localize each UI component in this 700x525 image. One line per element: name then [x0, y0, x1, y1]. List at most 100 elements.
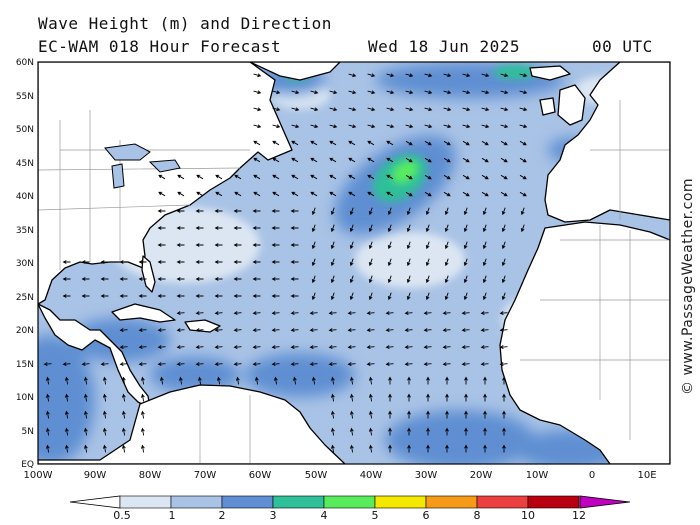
lon-label: 0	[589, 470, 595, 481]
colorbar-cell	[272, 495, 325, 509]
direction-arrow	[328, 345, 337, 350]
direction-arrow	[271, 311, 280, 316]
direction-arrow	[483, 393, 487, 402]
direction-arrow	[271, 260, 280, 264]
direction-arrow	[483, 427, 487, 436]
direction-arrow	[368, 376, 373, 385]
direction-arrow	[195, 362, 204, 367]
direction-arrow	[290, 226, 299, 230]
direction-arrow	[388, 427, 392, 436]
colorbar-cell	[170, 495, 223, 509]
lat-label: EQ	[21, 460, 34, 470]
direction-arrow	[45, 393, 50, 402]
direction-arrow	[443, 107, 452, 112]
direction-arrow	[216, 376, 221, 385]
direction-arrow	[329, 90, 338, 95]
direction-arrow	[442, 328, 451, 333]
direction-arrow	[291, 174, 299, 180]
direction-arrow	[348, 90, 357, 95]
direction-arrow	[64, 427, 69, 436]
lat-label: 50N	[16, 125, 34, 135]
direction-arrow	[445, 393, 449, 402]
direction-arrow	[330, 258, 335, 267]
direction-arrow	[406, 292, 411, 301]
direction-arrow	[502, 444, 506, 453]
direction-arrow	[461, 311, 470, 316]
colorbar-label: 0.5	[113, 509, 131, 522]
direction-arrow	[348, 174, 356, 180]
direction-arrow	[463, 207, 468, 216]
direction-arrow	[64, 410, 69, 419]
direction-arrow	[502, 427, 506, 436]
direction-arrow	[368, 241, 373, 250]
direction-arrow	[386, 90, 395, 95]
lat-label: 55N	[16, 92, 34, 102]
direction-arrow	[462, 90, 471, 95]
direction-arrow	[195, 345, 204, 350]
direction-arrow	[480, 328, 489, 333]
direction-arrow	[425, 258, 430, 267]
direction-arrow	[158, 174, 166, 180]
direction-arrow	[290, 277, 299, 281]
direction-arrow	[310, 174, 318, 180]
direction-arrow	[292, 376, 297, 385]
direction-arrow	[481, 124, 490, 129]
direction-arrow	[157, 362, 166, 367]
direction-arrow	[121, 410, 126, 419]
direction-arrow	[253, 73, 262, 78]
direction-arrow	[328, 311, 337, 316]
direction-arrow	[140, 444, 145, 453]
direction-arrow	[140, 376, 145, 385]
direction-arrow	[233, 311, 242, 316]
direction-arrow	[349, 444, 354, 453]
direction-arrow	[235, 376, 240, 385]
direction-arrow	[234, 174, 242, 180]
direction-arrow	[330, 376, 335, 385]
direction-arrow	[310, 191, 318, 197]
direction-arrow	[138, 345, 147, 350]
lat-label: 5N	[22, 427, 34, 437]
direction-arrow	[387, 275, 392, 284]
direction-arrow	[271, 345, 280, 350]
lat-label: 10N	[16, 393, 34, 403]
direction-arrow	[328, 328, 337, 333]
direction-arrow	[234, 191, 242, 197]
direction-arrow	[386, 157, 394, 163]
florida	[141, 255, 156, 293]
lon-label: 30W	[415, 470, 438, 481]
direction-arrow	[121, 376, 126, 385]
direction-arrow	[102, 444, 107, 453]
direction-arrow	[368, 292, 373, 301]
direction-arrow	[195, 328, 204, 333]
direction-arrow	[482, 292, 487, 301]
direction-arrow	[121, 427, 126, 436]
direction-arrow	[462, 174, 470, 180]
direction-arrow	[330, 292, 335, 301]
direction-arrow	[425, 207, 430, 216]
direction-arrow	[483, 444, 487, 453]
direction-arrow	[157, 328, 166, 333]
direction-arrow	[500, 90, 509, 95]
direction-arrow	[83, 410, 88, 419]
direction-arrow	[83, 427, 88, 436]
direction-arrow	[157, 209, 166, 213]
direction-arrow	[499, 328, 508, 333]
direction-arrow	[233, 260, 242, 264]
lon-label: 40W	[360, 470, 383, 481]
direction-arrow	[501, 241, 506, 250]
colorbar-cell	[374, 495, 427, 509]
direction-arrow	[119, 362, 128, 367]
direction-arrow	[367, 107, 376, 112]
direction-arrow	[519, 124, 528, 129]
colorbar-cell	[527, 495, 580, 509]
direction-arrow	[214, 311, 223, 316]
direction-arrow	[406, 275, 411, 284]
direction-arrow	[290, 311, 299, 316]
direction-arrow	[349, 258, 354, 267]
direction-arrow	[252, 243, 261, 247]
direction-arrow	[102, 410, 107, 419]
direction-arrow	[423, 311, 432, 316]
direction-arrow	[254, 376, 259, 385]
lat-label: 60N	[16, 58, 34, 68]
europe	[544, 62, 670, 223]
